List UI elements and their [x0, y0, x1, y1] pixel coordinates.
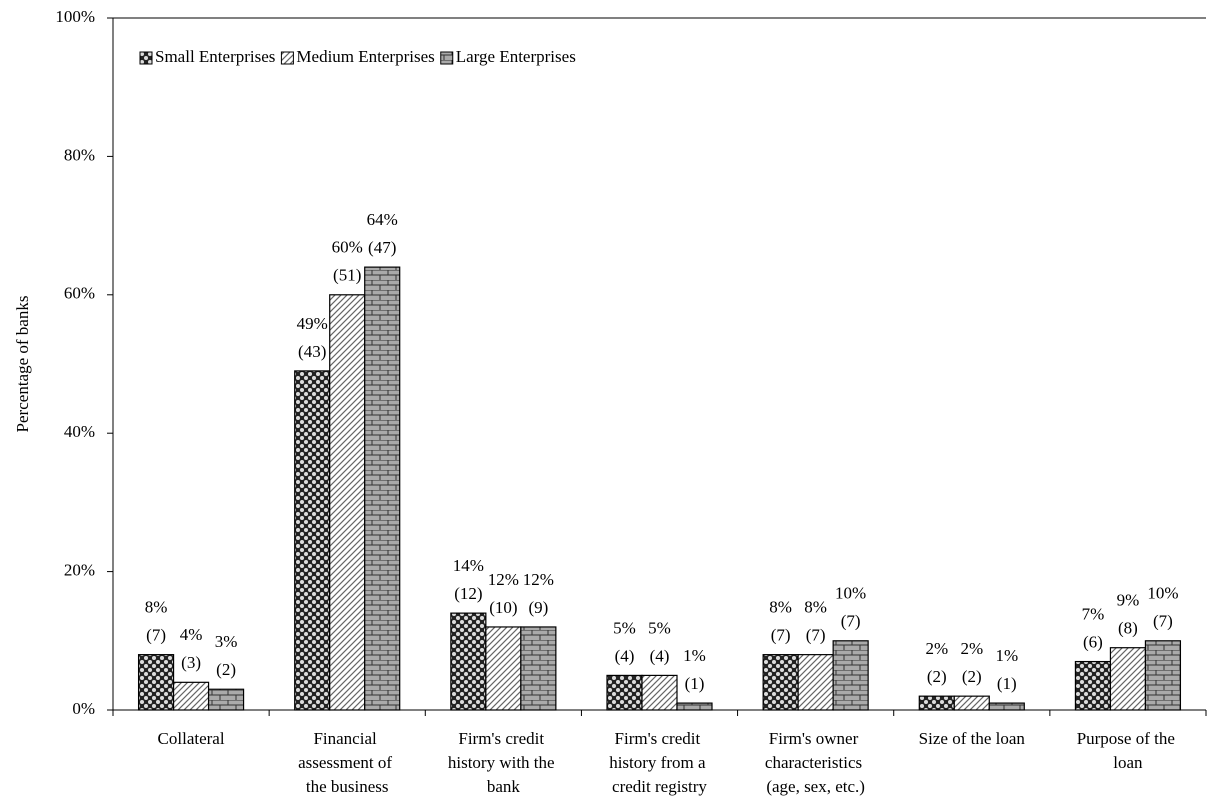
bar [1144, 640, 1182, 711]
value-label: 7% [1082, 604, 1105, 623]
legend-swatch [280, 51, 294, 65]
bar [207, 688, 245, 711]
count-label: (43) [298, 342, 326, 361]
count-label: (1) [685, 674, 705, 693]
count-label: (6) [1083, 632, 1103, 651]
count-label: (51) [333, 266, 361, 285]
bar [797, 654, 834, 711]
bar [762, 654, 799, 711]
bar [832, 640, 869, 711]
bar [606, 674, 643, 711]
legend-swatch [440, 51, 454, 65]
legend-label: Small Enterprises [155, 47, 275, 66]
value-label: 9% [1117, 591, 1140, 610]
bar [641, 674, 678, 711]
bar [1109, 647, 1147, 711]
count-label: (7) [146, 626, 166, 645]
value-label: 8% [804, 598, 827, 617]
legend-label: Medium Enterprises [296, 47, 434, 66]
bar [520, 626, 557, 711]
value-label: 12% [488, 570, 519, 589]
count-label: (8) [1118, 619, 1138, 638]
y-tick-label: 0% [72, 699, 95, 718]
x-tick-label: Firm's owner characteristics (age, sex, … [765, 729, 866, 796]
x-tick-label: Purpose of the loan [1077, 729, 1179, 772]
value-label: 8% [145, 598, 168, 617]
y-tick-label: 60% [64, 284, 95, 303]
value-label: 49% [297, 314, 328, 333]
value-label: 5% [648, 618, 671, 637]
bar [364, 266, 401, 711]
count-label: (7) [806, 626, 826, 645]
y-axis-label: Percentage of banks [13, 296, 32, 433]
bar [137, 654, 175, 711]
bar [329, 294, 366, 711]
value-label: 10% [1147, 584, 1178, 603]
x-tick-label: Firm's credit history from a credit regi… [609, 729, 710, 796]
count-label: (3) [181, 653, 201, 672]
count-label: (7) [841, 612, 861, 631]
count-label: (2) [216, 660, 236, 679]
count-label: (4) [650, 646, 670, 665]
count-label: (47) [368, 238, 396, 257]
value-label: 2% [925, 639, 948, 658]
bar [953, 695, 990, 711]
value-label: 64% [367, 210, 398, 229]
value-label: 1% [995, 646, 1018, 665]
bar [918, 695, 955, 711]
value-label: 5% [613, 618, 636, 637]
count-label: (1) [997, 674, 1017, 693]
y-tick-label: 20% [64, 561, 95, 580]
count-label: (2) [927, 667, 947, 686]
x-tick-label: Firm's credit history with the bank [448, 729, 559, 796]
bar [294, 370, 331, 711]
value-label: 10% [835, 584, 866, 603]
value-label: 4% [180, 625, 203, 644]
value-label: 8% [769, 598, 792, 617]
count-label: (12) [454, 584, 482, 603]
count-label: (10) [489, 598, 517, 617]
value-label: 2% [960, 639, 983, 658]
count-label: (7) [1153, 612, 1173, 631]
bar [172, 681, 210, 711]
bar [988, 702, 1025, 711]
count-label: (9) [528, 598, 548, 617]
y-tick-label: 100% [55, 7, 95, 26]
x-tick-label: Size of the loan [919, 729, 1026, 748]
x-tick-label: Collateral [158, 729, 225, 748]
value-label: 60% [332, 238, 363, 257]
count-label: (7) [771, 626, 791, 645]
value-label: 3% [215, 632, 238, 651]
bar [1074, 660, 1112, 711]
count-label: (4) [615, 646, 635, 665]
y-tick-label: 80% [64, 145, 95, 164]
legend-label: Large Enterprises [456, 47, 576, 66]
y-tick-label: 40% [64, 422, 95, 441]
value-label: 1% [683, 646, 706, 665]
legend-swatch [139, 51, 153, 65]
count-label: (2) [962, 667, 982, 686]
bar [676, 702, 713, 711]
x-tick-label: Financial assessment of the business [298, 729, 396, 796]
bar [485, 626, 522, 711]
value-label: 14% [453, 556, 484, 575]
bar [450, 612, 487, 711]
value-label: 12% [523, 570, 554, 589]
